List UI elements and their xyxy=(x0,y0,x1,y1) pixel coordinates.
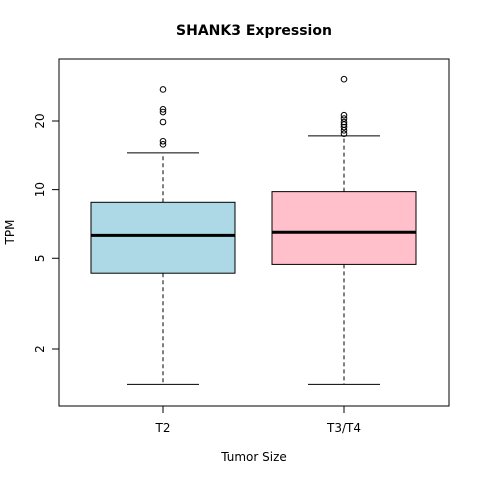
y-tick-label: 5 xyxy=(33,254,47,262)
y-tick-label: 10 xyxy=(33,182,47,197)
y-axis-label: TPM xyxy=(3,220,17,246)
outlier-point xyxy=(159,137,167,145)
x-tick-label: T2 xyxy=(155,421,171,435)
outlier-point xyxy=(159,86,167,93)
plot-frame xyxy=(58,58,450,407)
chart-title: SHANK3 Expression xyxy=(176,23,332,39)
y-axis: 2 5 10 20 xyxy=(33,113,59,353)
box-group xyxy=(271,75,417,385)
x-tick-label: T3/T4 xyxy=(326,421,361,435)
x-axis: T2 T3/T4 xyxy=(155,406,361,435)
boxes-layer xyxy=(90,75,417,385)
x-axis-label: Tumor Size xyxy=(220,450,287,464)
iqr-box xyxy=(271,191,417,265)
y-tick-label: 20 xyxy=(33,113,47,128)
box-group xyxy=(90,86,236,385)
outlier-point xyxy=(340,75,348,83)
outlier-point xyxy=(340,111,348,119)
outlier-point xyxy=(340,115,348,122)
outlier-point xyxy=(159,108,167,116)
iqr-box xyxy=(90,201,236,274)
outlier-point xyxy=(159,118,167,126)
y-tick-label: 2 xyxy=(33,345,47,353)
outlier-point xyxy=(159,141,167,148)
outlier-point xyxy=(340,118,348,126)
outlier-point xyxy=(159,106,167,113)
outlier-point xyxy=(340,130,348,137)
